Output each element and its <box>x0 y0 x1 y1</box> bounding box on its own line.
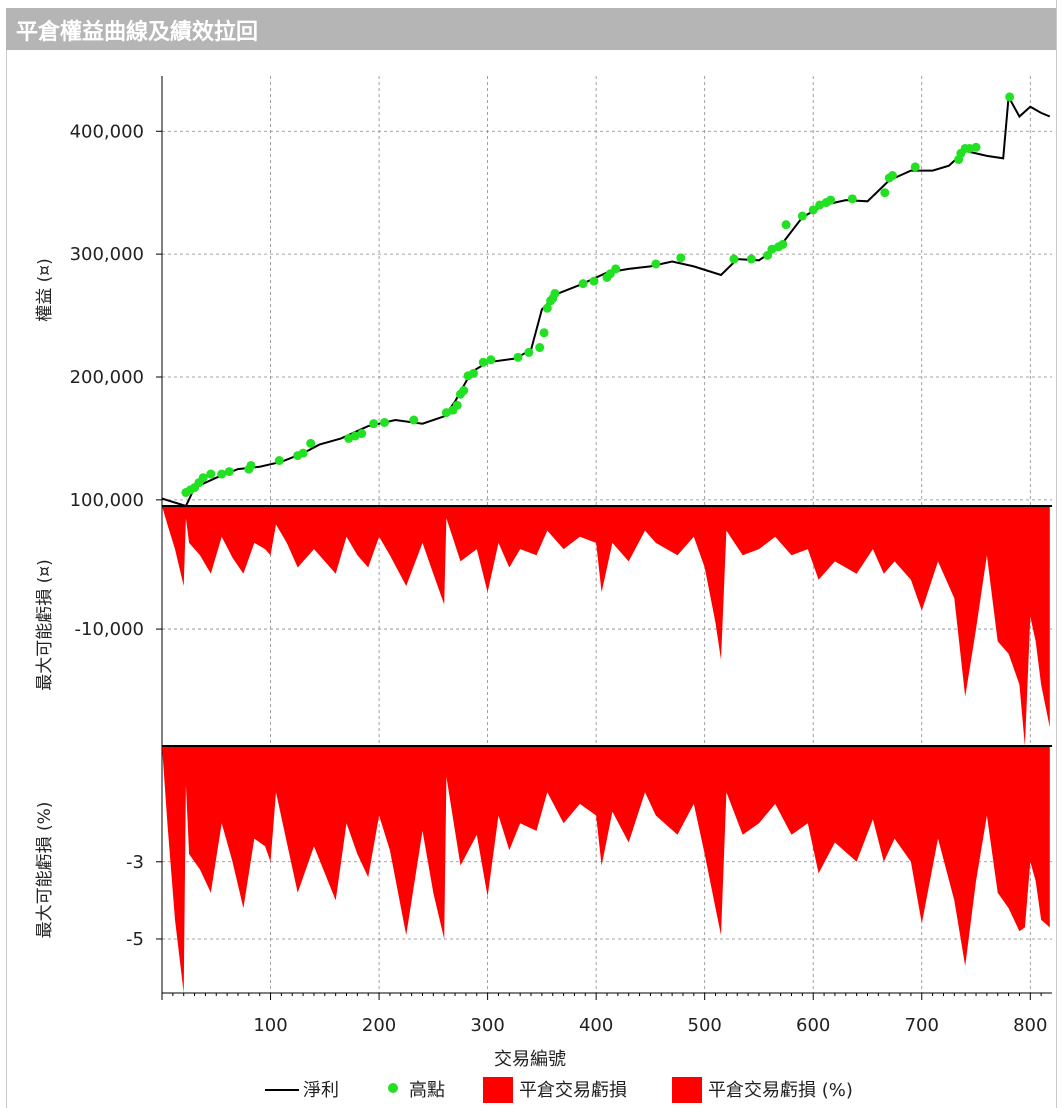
y-tick-label: -5 <box>126 929 144 950</box>
drawdown-percent-series <box>162 745 1052 993</box>
high-point-marker <box>206 469 216 479</box>
drawdown-percent-y-axis-label: 最大可能虧損 (%) <box>35 802 55 939</box>
high-point-marker <box>459 386 469 396</box>
drawdown-value-y-ticks: -10,000 <box>75 619 162 640</box>
high-point-marker <box>486 355 496 365</box>
net-profit-line <box>161 93 1051 508</box>
legend-swatch-loss <box>483 1077 513 1103</box>
high-point-marker <box>676 253 686 263</box>
x-tick-label: 600 <box>796 1015 830 1036</box>
high-point-marker <box>826 195 836 205</box>
x-axis-label: 交易編號 <box>494 1049 566 1070</box>
high-point-marker <box>524 347 534 357</box>
legend-label: 高點 <box>409 1080 445 1101</box>
x-tick-label: 100 <box>253 1015 287 1036</box>
high-point-marker <box>298 448 308 458</box>
y-tick-label: -3 <box>126 852 144 873</box>
x-tick-label: 500 <box>688 1015 722 1036</box>
high-point-marker <box>971 142 981 152</box>
legend-swatch-high-point <box>388 1083 398 1093</box>
high-point-marker <box>651 259 661 269</box>
equity-grid <box>161 76 1052 506</box>
high-point-marker <box>589 276 599 286</box>
y-tick-label: 100,000 <box>70 490 144 511</box>
legend-label: 平倉交易虧損 <box>519 1080 627 1101</box>
drawdown-percent-grid <box>161 746 1052 993</box>
equity-y-ticks: 100,000 200,000 300,000 400,000 <box>70 121 162 511</box>
legend-label: 平倉交易虧損 (%) <box>708 1080 853 1101</box>
high-point-marker <box>542 303 552 313</box>
high-point-marker <box>357 429 367 439</box>
high-point-marker <box>274 456 284 466</box>
y-tick-label: 200,000 <box>70 367 144 388</box>
x-tick-label: 200 <box>362 1015 396 1036</box>
high-point-marker <box>880 188 890 198</box>
high-point-marker <box>611 264 621 274</box>
legend-label: 淨利 <box>303 1080 339 1101</box>
high-point-marker <box>513 352 523 362</box>
high-point-marker <box>224 467 234 477</box>
high-point-marker <box>887 171 897 181</box>
high-point-marker <box>1005 92 1015 102</box>
x-axis: 100 200 300 400 500 600 700 800 <box>161 992 1052 1036</box>
title-bar: 平倉權益曲線及績效拉回 <box>6 8 1056 50</box>
high-point-marker <box>847 194 857 204</box>
x-tick-label: 400 <box>579 1015 613 1036</box>
page-title: 平倉權益曲線及績效拉回 <box>16 20 259 45</box>
high-point-marker <box>246 460 256 470</box>
high-point-marker <box>369 419 379 429</box>
frame-right-border <box>1056 0 1057 1108</box>
high-point-marker <box>550 288 560 298</box>
drawdown-value-series <box>162 505 1052 746</box>
drawdown-value-y-axis-label: 最大可能虧損 (¤) <box>35 559 55 690</box>
drawdown-percent-y-ticks: -3 -5 <box>126 852 162 950</box>
high-point-marker <box>910 162 920 172</box>
high-point-marker <box>217 469 227 479</box>
high-point-marker <box>409 415 419 425</box>
high-point-marker <box>452 400 462 410</box>
y-tick-label: 300,000 <box>70 244 144 265</box>
high-point-marker <box>198 473 208 483</box>
high-point-marker <box>578 279 588 289</box>
drawdown-value-grid <box>161 506 1052 746</box>
high-point-marker <box>380 417 389 427</box>
y-tick-label: -10,000 <box>75 619 144 640</box>
high-point-marker <box>778 239 788 249</box>
x-tick-label: 300 <box>470 1015 504 1036</box>
high-point-marker <box>729 254 739 264</box>
high-point-marker <box>535 343 545 353</box>
legend: 淨利 高點 平倉交易虧損 平倉交易虧損 (%) <box>265 1077 853 1103</box>
drawdown-percent-area <box>162 746 1050 993</box>
high-point-marker <box>808 205 818 215</box>
frame-left-border <box>6 50 7 1108</box>
equity-y-axis-label: 權益 (¤) <box>35 258 55 321</box>
high-point-marker <box>306 438 316 448</box>
high-point-marker <box>469 368 478 378</box>
high-point-marker <box>539 328 549 338</box>
high-point-marker <box>797 211 807 221</box>
equity-series <box>161 92 1051 508</box>
drawdown-value-area <box>162 506 1050 746</box>
high-point-marker <box>746 254 756 264</box>
legend-swatch-loss <box>672 1077 702 1103</box>
x-tick-label: 700 <box>905 1015 939 1036</box>
high-point-marker <box>781 220 791 230</box>
high-point-marker <box>478 357 488 367</box>
x-tick-label: 800 <box>1013 1015 1047 1036</box>
y-tick-label: 400,000 <box>70 121 144 142</box>
